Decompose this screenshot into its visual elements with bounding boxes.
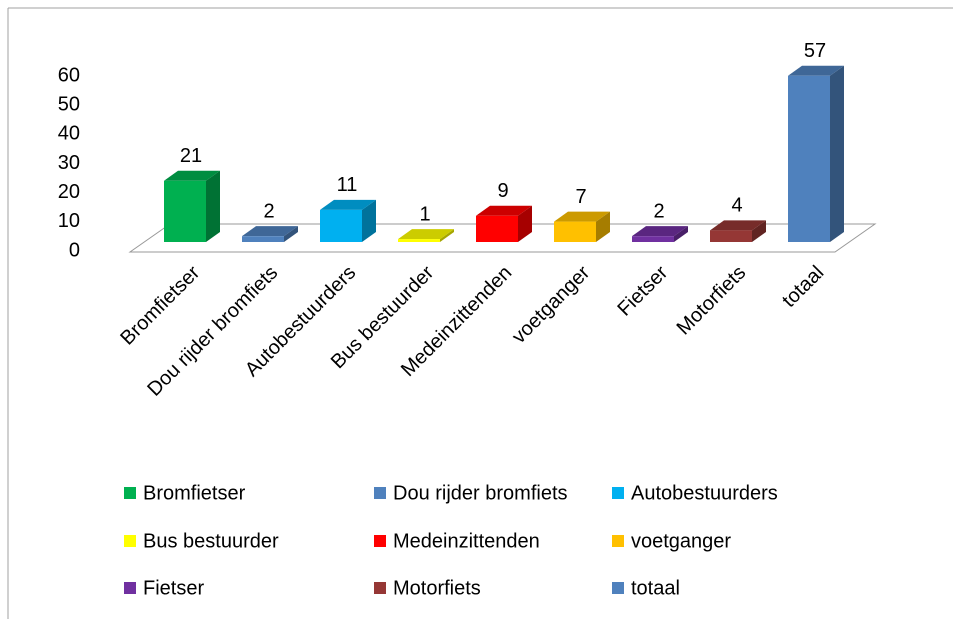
legend-label: Medeinzittenden [393,530,540,552]
legend-label: Autobestuurders [631,482,778,504]
bar-top [320,199,376,210]
bar-side [206,170,220,242]
bar-front [398,239,440,242]
y-tick-label: 10 [58,210,80,232]
bar-side [830,65,844,242]
bar-front [320,209,362,242]
bar-side [518,205,532,242]
bar [398,229,454,242]
x-tick-label: totaal [778,262,828,312]
bar-top [476,205,532,216]
bar-top [164,170,220,181]
bar-front [164,180,206,242]
data-label: 4 [731,195,742,217]
y-tick-label: 30 [58,152,80,174]
bar-top [554,211,610,222]
bar-top [632,226,688,237]
data-label: 57 [804,40,826,62]
legend-label: totaal [631,577,680,599]
y-tick-label: 50 [58,93,80,115]
legend-swatch [612,582,624,594]
legend-swatch [124,582,136,594]
x-tick-label: voetganger [508,261,595,348]
legend-label: Fietser [143,577,204,599]
bar-side [362,199,376,242]
y-tick-label: 20 [58,181,80,203]
bar-top [788,65,844,76]
y-tick-label: 40 [58,123,80,145]
bar-top [710,220,766,231]
data-label: 11 [337,174,358,196]
legend-swatch [374,535,386,547]
legend-swatch [612,535,624,547]
bar-front [554,221,596,242]
bar-side [752,220,766,242]
bar [710,220,766,242]
data-label: 7 [575,186,586,208]
legend-label: Bus bestuurder [143,530,279,552]
bar-front [632,236,674,242]
bar [476,205,532,242]
y-tick-label: 60 [58,64,80,86]
bar-front [710,230,752,242]
legend-swatch [374,487,386,499]
bar-side [284,226,298,242]
legend-label: Bromfietser [143,482,246,504]
x-tick-label: Motorfiets [673,262,751,340]
bar-side [596,211,610,242]
bar [164,170,220,242]
bar [554,211,610,242]
legend-label: voetganger [631,530,731,552]
x-tick-label: Fietser [613,261,672,320]
bar [788,65,844,242]
legend-label: Motorfiets [393,577,481,599]
data-label: 2 [653,200,664,222]
bar-front [476,215,518,242]
bar [320,199,376,242]
legend-swatch [124,487,136,499]
data-label: 9 [497,180,508,202]
data-label: 21 [180,145,202,167]
legend-swatch [124,535,136,547]
bar-side [440,229,454,242]
x-tick-label: Dou rijder bromfiets [143,262,282,401]
data-label: 1 [419,203,430,225]
y-tick-label: 0 [69,239,80,261]
data-label: 2 [263,200,274,222]
bar-top [398,229,454,240]
bar-top [242,226,298,237]
bar [632,226,688,242]
bar-front [788,75,830,242]
bar-front [242,236,284,242]
legend-label: Dou rijder bromfiets [393,482,568,504]
bar-side [674,226,688,242]
bar [242,226,298,242]
legend-swatch [612,487,624,499]
legend-swatch [374,582,386,594]
